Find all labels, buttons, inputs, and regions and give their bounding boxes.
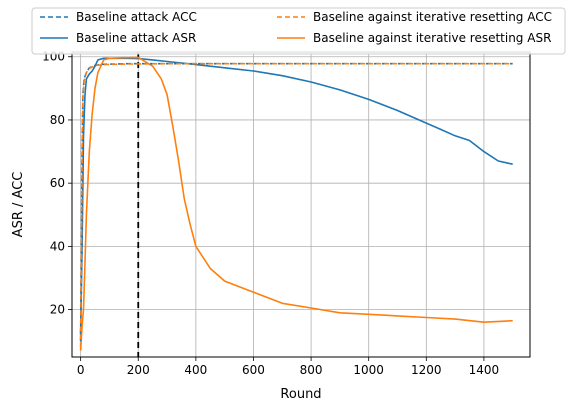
y-axis-label: ASR / ACC — [11, 172, 26, 238]
x-tick-label: 600 — [242, 363, 265, 377]
series-lines — [79, 56, 513, 351]
x-tick-label: 200 — [127, 363, 150, 377]
legend-label: Baseline attack ASR — [76, 31, 196, 45]
x-tick-label: 0 — [77, 363, 85, 377]
x-tick-label: 1200 — [411, 363, 442, 377]
legend: Baseline attack ACC Baseline attack ASR Ba… — [31, 7, 566, 55]
y-tick-label: 60 — [50, 176, 65, 190]
x-tick-label: 1400 — [469, 363, 500, 377]
series-line — [79, 56, 513, 351]
legend-label: Baseline attack ACC — [76, 10, 197, 24]
x-tick-label: 400 — [184, 363, 207, 377]
series-line — [79, 57, 513, 335]
legend-label: Baseline against iterative resetting ASR — [313, 31, 551, 45]
y-tick-label: 80 — [50, 113, 65, 127]
legend-label: Baseline against iterative resetting ACC — [313, 10, 552, 24]
x-tick-label: 800 — [300, 363, 323, 377]
y-tick-label: 20 — [50, 303, 65, 317]
x-tick-label: 1000 — [353, 363, 384, 377]
x-axis-label: Round — [280, 387, 321, 402]
series-line — [79, 62, 513, 348]
y-tick-label: 40 — [50, 239, 65, 253]
legend-frame — [31, 7, 566, 55]
